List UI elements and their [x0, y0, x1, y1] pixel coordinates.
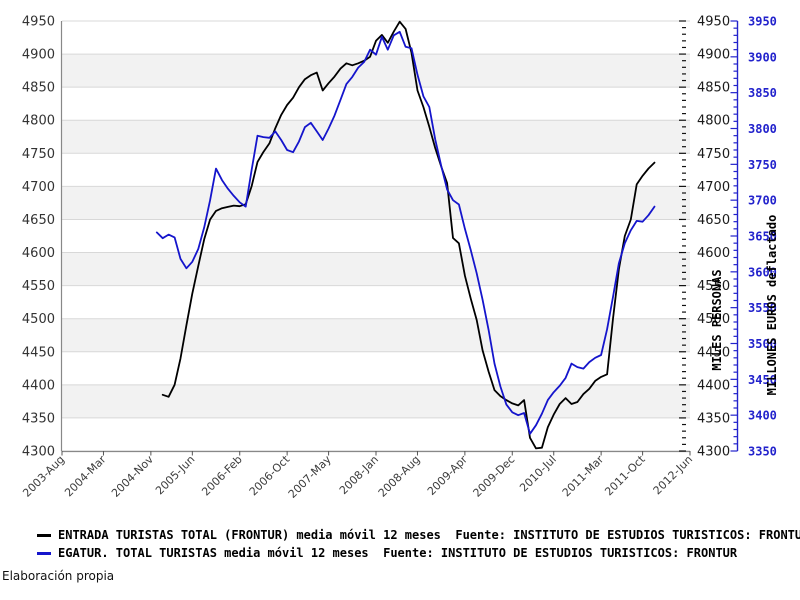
plot-band: [62, 351, 690, 385]
euros-axis-tick-label: 3450: [748, 373, 777, 387]
euros-axis-tick-label: 3800: [748, 122, 777, 136]
persons-axis-tick-label: 4750: [697, 147, 730, 162]
frontur-series-line: [161, 20, 656, 450]
plot-band: [62, 417, 690, 451]
euros-axis-tick-label: 3650: [748, 230, 777, 244]
x-axis-tick-label: 2004-Mar: [62, 453, 109, 500]
euros-axis-tick-label: 3500: [748, 337, 777, 351]
left-axis-tick-label: 4400: [22, 378, 55, 393]
frontur-line-swatch: [37, 533, 51, 537]
plot-band: [62, 120, 690, 154]
x-axis-tick-label: 2008-Aug: [376, 453, 423, 500]
left-axis-tick-label: 4500: [22, 312, 55, 327]
plot-band: [62, 87, 690, 121]
persons-axis-tick-label: 4350: [697, 411, 730, 426]
euros-axis-tick-label: 3750: [748, 158, 777, 172]
x-axis-tick-label: 2007-May: [286, 453, 334, 501]
euros-axis-tick-label: 3400: [748, 409, 777, 423]
euros-axis-tick-label: 3550: [748, 301, 777, 315]
x-axis-tick-label: 2004-Nov: [109, 453, 156, 500]
x-axis-tick-label: 2011-Oct: [602, 452, 648, 498]
persons-axis-tick-label: 4700: [697, 180, 730, 195]
legend-item-egatur: EGATUR. TOTAL TURISTAS media móvil 12 me…: [37, 544, 800, 562]
left-axis-tick-label: 4700: [22, 180, 55, 195]
x-axis-tick-label: 2011-Mar: [560, 453, 607, 500]
x-axis-tick-label: 2009-Apr: [425, 453, 470, 498]
legend-item-frontur: ENTRADA TURISTAS TOTAL (FRONTUR) media m…: [37, 526, 800, 544]
persons-axis-tick-label: 4650: [697, 213, 730, 228]
plot-band: [62, 153, 690, 187]
plot-band: [62, 54, 690, 88]
legend: ENTRADA TURISTAS TOTAL (FRONTUR) media m…: [37, 526, 800, 562]
source-note: Elaboración propia: [2, 569, 115, 583]
left-axis-tick-label: 4450: [22, 345, 55, 360]
plot-band: [62, 252, 690, 286]
plot-band: [62, 384, 690, 418]
left-axis-tick-label: 4350: [22, 411, 55, 426]
euros-axis-tick-label: 3350: [748, 445, 777, 459]
x-axis-tick-label: 2010-Jul: [517, 453, 559, 495]
x-axis-tick-label: 2012-Jun: [651, 453, 695, 497]
left-axis-tick-label: 4550: [22, 279, 55, 294]
persons-axis-tick-label: 4850: [697, 81, 730, 96]
x-axis-tick-label: 2005-Jun: [153, 453, 197, 497]
persons-axis-tick-label: 4900: [697, 48, 730, 63]
persons-axis-tick-label: 4500: [697, 312, 730, 327]
left-axis-tick-label: 4900: [22, 48, 55, 63]
egatur-line-swatch: [37, 551, 51, 555]
plot-band: [62, 219, 690, 253]
persons-axis-tick-label: 4600: [697, 246, 730, 261]
euros-axis-tick-label: 3900: [748, 50, 777, 64]
legend-label-frontur: ENTRADA TURISTAS TOTAL (FRONTUR) media m…: [58, 528, 800, 542]
persons-axis-tick-label: 4550: [697, 279, 730, 294]
euros-axis-tick-label: 3700: [748, 194, 777, 208]
plot-band: [62, 21, 690, 55]
euros-axis-tick-label: 3950: [748, 15, 777, 29]
egatur-series-line: [155, 30, 656, 435]
euros-axis-tick-label: 3600: [748, 265, 777, 279]
left-axis-tick-label: 4800: [22, 114, 55, 129]
persons-axis-tick-label: 4950: [697, 15, 730, 30]
plot-band: [62, 186, 690, 220]
plot-band: [62, 318, 690, 352]
legend-label-egatur: EGATUR. TOTAL TURISTAS media móvil 12 me…: [58, 546, 738, 560]
persons-axis-tick-label: 4300: [697, 445, 730, 460]
left-axis-tick-label: 4750: [22, 147, 55, 162]
x-axis-tick-label: 2006-Feb: [199, 453, 245, 499]
euros-axis-tick-label: 3850: [748, 86, 777, 100]
x-axis-tick-label: 2009-Dec: [471, 453, 518, 500]
persons-axis-tick-label: 4450: [697, 345, 730, 360]
far-right-axis-title-millones-euros: MILLONES EUROS deflactado: [765, 214, 779, 396]
left-axis-tick-label: 4950: [22, 15, 55, 30]
persons-axis-tick-label: 4400: [697, 378, 730, 393]
left-axis-tick-label: 4300: [22, 445, 55, 460]
persons-axis-tick-label: 4800: [697, 114, 730, 129]
x-axis-tick-label: 2003-Aug: [20, 453, 67, 500]
left-axis-tick-label: 4850: [22, 81, 55, 96]
plot-band: [62, 285, 690, 319]
right-axis-title-miles-personas: MILES PERSONAS: [710, 269, 724, 371]
left-axis-tick-label: 4650: [22, 213, 55, 228]
left-axis-tick-label: 4600: [22, 246, 55, 261]
